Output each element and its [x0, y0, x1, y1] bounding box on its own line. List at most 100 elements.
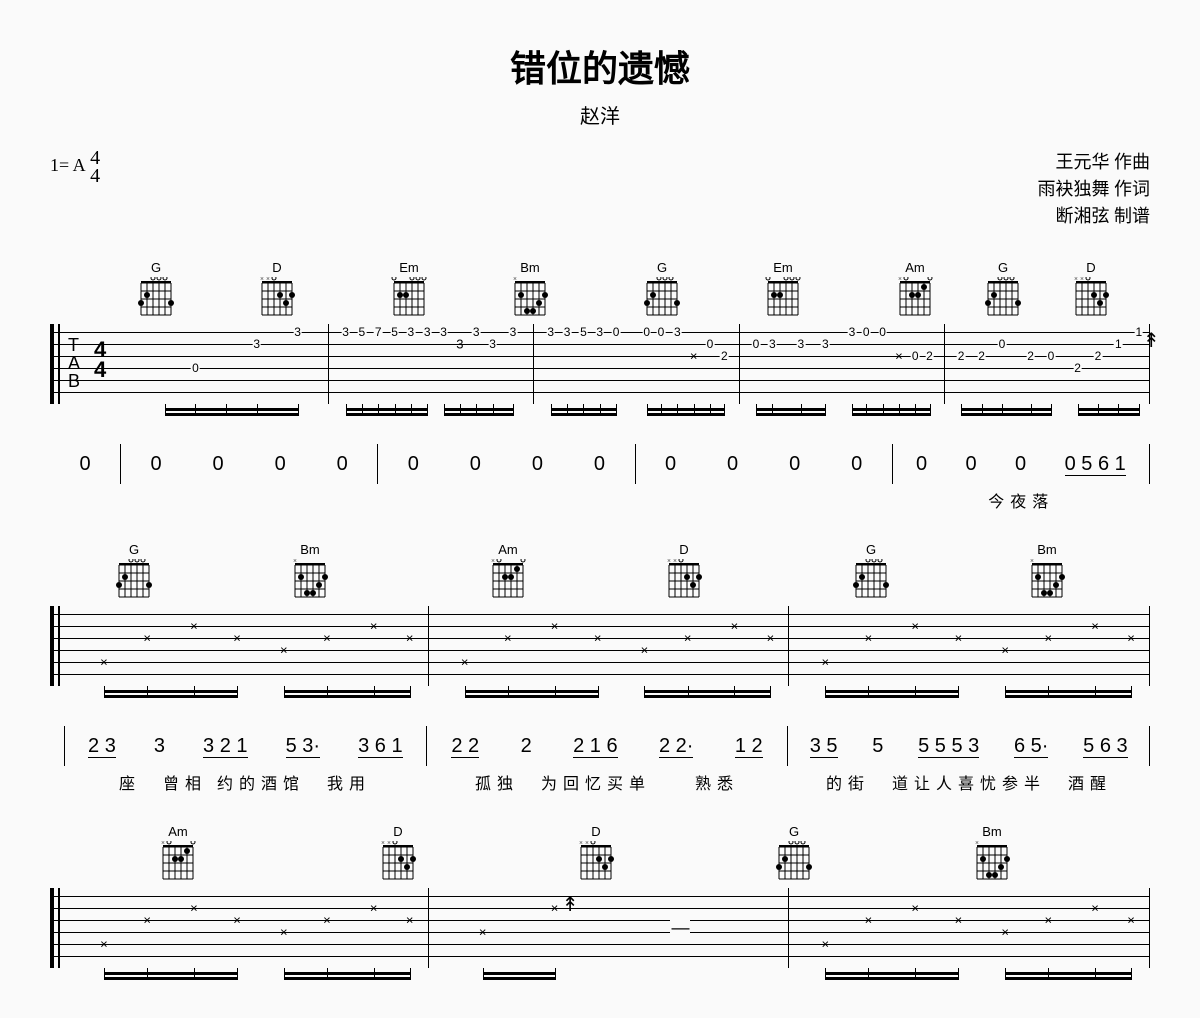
tab-note: ×: [280, 925, 288, 940]
chord-diagram-icon: [116, 559, 152, 599]
tab-note: 3: [472, 325, 481, 339]
tab-note: 2: [1073, 361, 1082, 375]
number-notation-row: 00000000000000000 5 6 1: [50, 444, 1150, 484]
tab-note: 0: [642, 325, 651, 339]
lyric-measure: 今夜落: [893, 488, 1151, 512]
tab-note: ×: [865, 913, 873, 928]
tab-note: ×: [143, 913, 151, 928]
chord-row: Am × D ×× D ×× G Bm ×: [50, 824, 1150, 884]
tab-note: 5: [579, 325, 588, 339]
tab-note: 3: [768, 337, 777, 351]
strum-arrow-icon: ↟: [1143, 328, 1160, 353]
tab-note: 2: [925, 349, 934, 363]
chord-diagram-icon: ××: [259, 277, 295, 317]
chord-diagram-icon: ×: [292, 559, 328, 599]
key-signature: 1= A 44: [50, 149, 100, 230]
tab-note: 5: [358, 325, 367, 339]
tab-note: 0: [752, 337, 761, 351]
chord-D: D ××: [666, 542, 702, 599]
tab-note: ×: [323, 913, 331, 928]
tab-note: ×: [1091, 619, 1099, 634]
tab-staff: TAB 440333575333333333530003×020333300×0…: [50, 324, 1150, 404]
meta-row: 1= A 44 王元华 作曲 雨袂独舞 作词 断湘弦 制谱: [50, 149, 1150, 230]
song-title: 错位的遗憾: [50, 40, 1150, 92]
tab-note: 2: [977, 349, 986, 363]
chord-G: G: [853, 542, 889, 599]
tab-note: 3: [563, 325, 572, 339]
tab-note: ×: [406, 631, 414, 646]
tab-note: 3: [341, 325, 350, 339]
tab-note: 2: [1094, 349, 1103, 363]
chord-diagram-icon: [853, 559, 889, 599]
credits: 王元华 作曲 雨袂独舞 作词 断湘弦 制谱: [1038, 149, 1151, 230]
tab-note: 7: [374, 325, 383, 339]
chord-G: G: [776, 824, 812, 881]
chord-diagram-icon: [138, 277, 174, 317]
chord-diagram-icon: ××: [666, 559, 702, 599]
chord-Am: Am ×: [897, 260, 933, 317]
lyric-measure: 座 曾相 约的酒馆 我用: [64, 770, 426, 794]
svg-text:×: ×: [667, 559, 671, 565]
tab-note: ×: [461, 655, 469, 670]
strum-arrow-icon: ↟: [562, 892, 579, 917]
lyric-measure: 孤独 为回忆买单 熟悉: [426, 770, 788, 794]
lyric-measure: [378, 488, 636, 512]
svg-text:×: ×: [491, 559, 495, 565]
tab-note: ×: [895, 349, 903, 364]
chord-diagram-icon: [644, 277, 680, 317]
chord-G: G: [138, 260, 174, 317]
measure: ××××××××: [789, 888, 1150, 968]
tab-note: ×: [143, 631, 151, 646]
chord-D: D ××: [380, 824, 416, 881]
tab-note: 0: [998, 337, 1007, 351]
svg-text:×: ×: [161, 841, 165, 847]
measure: 0333300×02: [740, 324, 945, 404]
tab-note: ×: [280, 643, 288, 658]
tab-note: 2: [1026, 349, 1035, 363]
chord-Bm: Bm ×: [974, 824, 1010, 881]
tab-note: 3: [439, 325, 448, 339]
num-measure: 2 222 1 62 2·1 2: [427, 726, 789, 766]
tab-note: ×: [911, 901, 919, 916]
measure: 33530003×02: [534, 324, 739, 404]
chord-diagram-icon: ×: [897, 277, 933, 317]
tab-note: ×: [684, 631, 692, 646]
tab-note: 5: [390, 325, 399, 339]
tab-note: ×: [551, 901, 559, 916]
tab-note: ×: [1127, 913, 1135, 928]
chord-D: D ××: [259, 260, 295, 317]
tab-note: 3: [407, 325, 416, 339]
tab-note: ×: [1045, 913, 1053, 928]
tab-note: 0: [911, 349, 920, 363]
chord-Bm: Bm ×: [512, 260, 548, 317]
tab-note: ×: [100, 937, 108, 952]
tab-note: ×: [911, 619, 919, 634]
chord-Am: Am ×: [160, 824, 196, 881]
chord-G: G: [985, 260, 1021, 317]
tab-note: 3: [797, 337, 806, 351]
tab-note: ×: [233, 631, 241, 646]
tab-note: ×: [100, 655, 108, 670]
num-measure: 2 333 2 15 3·3 6 1: [64, 726, 427, 766]
chord-diagram-icon: [391, 277, 427, 317]
lyric-row: 座 曾相 约的酒馆 我用孤独 为回忆买单 熟悉的街 道让人喜忧参半 酒醒: [50, 770, 1150, 794]
tab-note: ×: [822, 655, 830, 670]
tab-note: ×: [690, 349, 698, 364]
tab-note: 0: [191, 361, 200, 375]
num-measure: 3 555 5 5 36 5·5 6 3: [788, 726, 1150, 766]
svg-text:×: ×: [1030, 559, 1034, 565]
tab-note: 3: [488, 337, 497, 351]
tab-note: 3: [595, 325, 604, 339]
measure: ××↟—: [429, 888, 790, 968]
tab-note: ×: [767, 631, 775, 646]
number-notation-row: 2 333 2 15 3·3 6 12 222 1 62 2·1 23 555 …: [50, 726, 1150, 766]
tab-note: ×: [190, 901, 198, 916]
svg-text:×: ×: [266, 277, 270, 283]
tab-note: ×: [731, 619, 739, 634]
tab-note: 3: [509, 325, 518, 339]
svg-text:×: ×: [975, 841, 979, 847]
svg-text:×: ×: [513, 277, 517, 283]
lyric-measure: [635, 488, 893, 512]
num-measure: 0000 5 6 1: [893, 444, 1150, 484]
measure: ××××××××: [68, 888, 429, 968]
